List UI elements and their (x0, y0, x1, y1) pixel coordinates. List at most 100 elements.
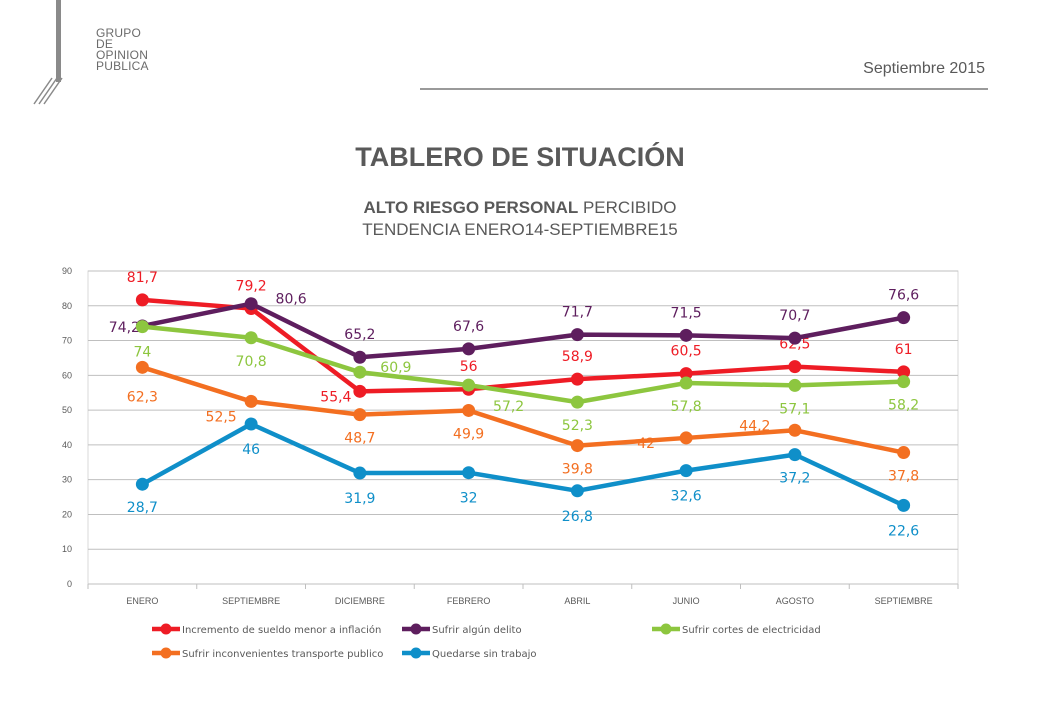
data-point (897, 446, 911, 460)
data-point (462, 342, 476, 356)
data-point (135, 320, 149, 334)
data-label: 80,6 (276, 292, 307, 308)
data-point (244, 297, 258, 311)
data-point (679, 328, 693, 342)
data-point (570, 395, 584, 409)
data-label: 42 (637, 436, 655, 452)
y-tick-label: 20 (62, 509, 72, 519)
data-point (353, 384, 367, 398)
data-point (353, 365, 367, 379)
data-point (244, 331, 258, 345)
data-point (135, 293, 149, 307)
logo-line: DE (96, 37, 114, 51)
data-label: 31,9 (344, 491, 375, 507)
series-line (141, 421, 905, 508)
x-tick-label: JUNIO (673, 596, 700, 606)
x-tick-label: ENERO (126, 596, 158, 606)
y-tick-label: 40 (62, 440, 72, 450)
data-label: 32 (460, 491, 478, 507)
data-point (570, 439, 584, 453)
x-tick-label: ABRIL (564, 596, 590, 606)
y-tick-label: 10 (62, 544, 72, 554)
data-point (897, 311, 911, 325)
x-tick-label: DICIEMBRE (335, 596, 385, 606)
series-line (141, 301, 905, 360)
data-label: 52,5 (206, 409, 237, 425)
data-label: 55,4 (320, 389, 351, 405)
data-label: 49,9 (453, 426, 484, 442)
data-point (788, 378, 802, 392)
data-point (135, 360, 149, 374)
data-label: 56 (460, 359, 478, 375)
x-tick-label: AGOSTO (776, 596, 814, 606)
logo-line: GRUPO (96, 26, 142, 40)
data-point (788, 448, 802, 462)
y-tick-label: 60 (62, 370, 72, 380)
data-label: 61 (895, 342, 913, 358)
data-point (897, 498, 911, 512)
data-point (462, 378, 476, 392)
data-point (897, 375, 911, 389)
data-label: 48,7 (344, 431, 375, 447)
legend-swatch-marker (160, 647, 172, 659)
data-label: 76,6 (888, 288, 919, 304)
data-label: 62,5 (779, 337, 810, 353)
legend-swatch-marker (660, 623, 672, 635)
data-label: 67,6 (453, 319, 484, 335)
data-point (570, 484, 584, 498)
logo-mark (33, 0, 63, 105)
chart-subtitle-2: TENDENCIA ENERO14-SEPTIEMBRE15 (362, 220, 678, 239)
legend-label: Incremento de sueldo menor a inflación (182, 624, 381, 636)
data-point (353, 408, 367, 422)
data-point (570, 328, 584, 342)
logo: GRUPO DE OPINION PUBLICA (30, 0, 150, 110)
data-label: 22,6 (888, 523, 919, 539)
legend-swatch-marker (410, 623, 422, 635)
data-label: 32,6 (671, 489, 702, 505)
data-label: 52,3 (562, 418, 593, 434)
report-date: Septiembre 2015 (863, 60, 985, 77)
data-label: 46 (242, 442, 260, 458)
data-label: 58,2 (888, 398, 919, 414)
data-label: 79,2 (236, 279, 267, 295)
data-label: 62,3 (127, 389, 158, 405)
series-line (142, 324, 904, 405)
data-label: 28,7 (127, 500, 158, 516)
data-point (679, 431, 693, 445)
x-tick-label: SEPTIEMBRE (875, 596, 933, 606)
legend-label: Sufrir inconvenientes transporte publico (182, 649, 383, 660)
data-label: 37,8 (888, 469, 919, 485)
data-label: 70,7 (779, 308, 810, 324)
data-label: 74,2 (109, 320, 140, 336)
data-point (353, 466, 367, 480)
data-label: 57,8 (671, 399, 702, 415)
data-point (679, 367, 693, 381)
data-label: 71,7 (562, 305, 593, 321)
data-label: 58,9 (562, 349, 593, 365)
data-label: 57,1 (779, 401, 810, 417)
y-tick-label: 50 (62, 405, 72, 415)
legend-label: Sufrir algún delito (432, 624, 522, 636)
data-label: 26,8 (562, 509, 593, 525)
data-label: 60,9 (380, 360, 411, 376)
data-point (244, 394, 258, 408)
data-label: 44,2 (739, 418, 770, 434)
data-point (244, 417, 258, 431)
legend-swatch-marker (410, 647, 422, 659)
logo-line: OPINION (96, 48, 149, 62)
data-label: 39,8 (562, 462, 593, 478)
chart-subtitle: ALTO RIESGO PERSONAL PERCIBIDO (0, 198, 1040, 218)
data-label: 57,2 (493, 399, 524, 415)
chart-subtitle-bold: ALTO RIESGO PERSONAL (363, 198, 579, 217)
data-point (462, 466, 476, 480)
header-divider (420, 88, 988, 90)
data-point (788, 331, 802, 345)
chart-subtitle-rest: PERCIBIDO (578, 198, 677, 217)
data-label: 60,5 (671, 344, 702, 360)
data-point (135, 477, 149, 491)
data-point (788, 423, 802, 437)
logo-text: GRUPO DE OPINION PUBLICA (96, 26, 149, 72)
x-tick-label: FEBRERO (447, 596, 491, 606)
y-tick-label: 80 (62, 301, 72, 311)
